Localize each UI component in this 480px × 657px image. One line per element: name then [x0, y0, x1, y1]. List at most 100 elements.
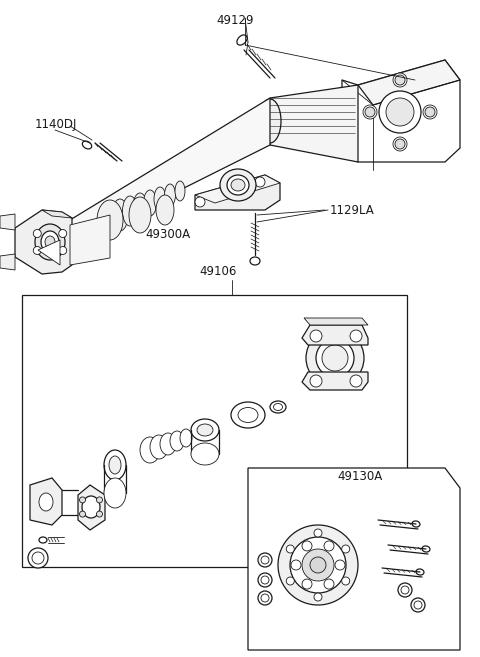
Ellipse shape: [306, 329, 364, 387]
Ellipse shape: [156, 195, 174, 225]
Ellipse shape: [122, 196, 137, 226]
Circle shape: [261, 556, 269, 564]
Circle shape: [195, 197, 205, 207]
Ellipse shape: [274, 403, 283, 411]
Text: 49106: 49106: [199, 265, 237, 278]
Circle shape: [96, 511, 103, 517]
Circle shape: [28, 548, 48, 568]
Ellipse shape: [393, 73, 407, 87]
Ellipse shape: [129, 197, 151, 233]
Circle shape: [414, 601, 422, 609]
Polygon shape: [70, 215, 110, 265]
Circle shape: [32, 552, 44, 564]
Text: 1129LA: 1129LA: [330, 204, 375, 217]
Circle shape: [80, 497, 85, 503]
Ellipse shape: [324, 541, 334, 551]
Circle shape: [258, 573, 272, 587]
Ellipse shape: [302, 579, 312, 589]
Ellipse shape: [386, 98, 414, 126]
Ellipse shape: [227, 175, 249, 195]
Circle shape: [350, 375, 362, 387]
Ellipse shape: [393, 137, 407, 151]
Circle shape: [286, 577, 294, 585]
Ellipse shape: [154, 187, 166, 211]
Polygon shape: [30, 478, 62, 525]
Circle shape: [33, 246, 41, 254]
Ellipse shape: [379, 91, 421, 133]
Circle shape: [59, 246, 67, 254]
Ellipse shape: [104, 450, 126, 480]
Ellipse shape: [270, 401, 286, 413]
Ellipse shape: [237, 35, 247, 45]
Ellipse shape: [316, 339, 354, 377]
Polygon shape: [195, 175, 280, 203]
Ellipse shape: [197, 424, 213, 436]
Ellipse shape: [324, 579, 334, 589]
Polygon shape: [302, 325, 368, 345]
Circle shape: [290, 537, 346, 593]
Polygon shape: [38, 240, 60, 265]
Ellipse shape: [104, 478, 126, 508]
Circle shape: [395, 75, 405, 85]
Ellipse shape: [97, 200, 123, 240]
Text: 1140DJ: 1140DJ: [35, 118, 77, 131]
Ellipse shape: [416, 569, 424, 575]
Circle shape: [314, 529, 322, 537]
Polygon shape: [342, 60, 460, 162]
Ellipse shape: [109, 456, 121, 474]
Circle shape: [261, 594, 269, 602]
Ellipse shape: [133, 193, 147, 221]
Circle shape: [398, 583, 412, 597]
Ellipse shape: [302, 541, 312, 551]
Ellipse shape: [140, 437, 160, 463]
Ellipse shape: [45, 236, 55, 248]
Polygon shape: [0, 254, 15, 270]
Circle shape: [258, 553, 272, 567]
Text: 49300A: 49300A: [145, 228, 191, 241]
Ellipse shape: [335, 560, 345, 570]
Ellipse shape: [423, 105, 437, 119]
Ellipse shape: [83, 141, 92, 149]
Circle shape: [395, 139, 405, 149]
Text: 49129: 49129: [216, 14, 254, 27]
Ellipse shape: [165, 184, 176, 206]
Circle shape: [310, 375, 322, 387]
Circle shape: [314, 593, 322, 601]
Ellipse shape: [231, 179, 245, 191]
Circle shape: [80, 511, 85, 517]
Circle shape: [286, 545, 294, 553]
Circle shape: [425, 107, 435, 117]
Ellipse shape: [363, 105, 377, 119]
Ellipse shape: [191, 419, 219, 441]
Ellipse shape: [259, 99, 281, 143]
Circle shape: [342, 577, 350, 585]
Ellipse shape: [112, 199, 128, 231]
Polygon shape: [358, 60, 460, 105]
Circle shape: [33, 229, 41, 238]
Polygon shape: [0, 214, 15, 230]
Ellipse shape: [35, 224, 65, 260]
Polygon shape: [195, 175, 280, 210]
Circle shape: [310, 557, 326, 573]
Ellipse shape: [191, 443, 219, 465]
Circle shape: [310, 330, 322, 342]
Polygon shape: [78, 485, 105, 530]
Polygon shape: [270, 85, 358, 162]
Ellipse shape: [412, 521, 420, 527]
Ellipse shape: [150, 435, 168, 459]
Polygon shape: [248, 468, 460, 650]
Circle shape: [342, 545, 350, 553]
Ellipse shape: [220, 169, 256, 201]
Ellipse shape: [180, 429, 192, 447]
Circle shape: [350, 330, 362, 342]
Ellipse shape: [39, 537, 47, 543]
Polygon shape: [70, 98, 270, 245]
Ellipse shape: [422, 546, 430, 552]
Circle shape: [255, 177, 265, 187]
Ellipse shape: [82, 496, 100, 518]
Circle shape: [59, 229, 67, 238]
Ellipse shape: [250, 257, 260, 265]
Bar: [22, 295, 407, 567]
Ellipse shape: [291, 560, 301, 570]
Circle shape: [365, 107, 375, 117]
